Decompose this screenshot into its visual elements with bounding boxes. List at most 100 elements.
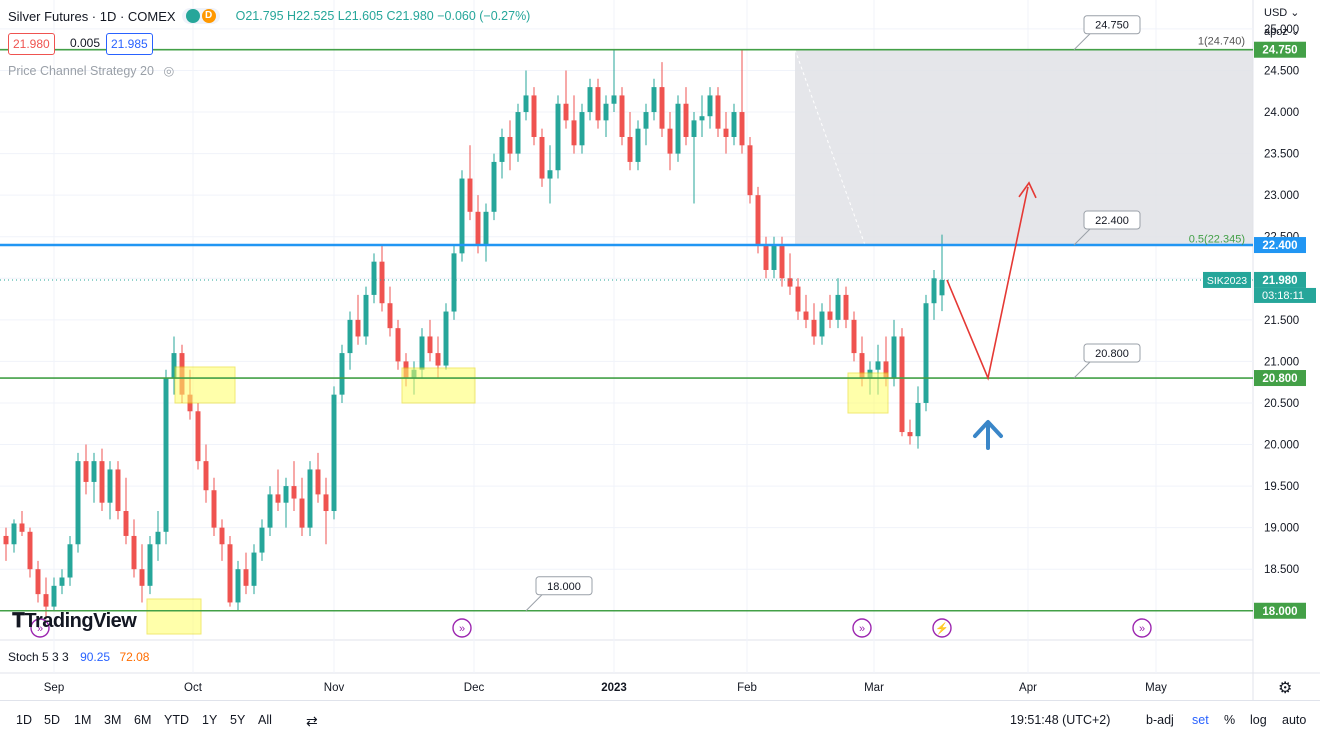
scale-mode-selector[interactable]: apoz ⌄ [1264, 26, 1301, 38]
callout-leader [1073, 33, 1091, 51]
range-1m[interactable]: 1M [74, 713, 92, 727]
candle-body [443, 311, 449, 366]
symbol-header: Silver Futures · 1D · COMEX D O21.795 H2… [8, 8, 530, 24]
callout-box [535, 576, 593, 596]
candle-body [363, 294, 369, 337]
countdown-label: 03:18:11 [1262, 290, 1304, 302]
delayed-data-icon: D [201, 9, 216, 23]
candle-body [899, 336, 905, 433]
callout-label: 22.400 [1095, 215, 1129, 227]
stoch-legend[interactable]: Stoch 5 3 3 90.25 72.08 [8, 650, 149, 664]
candle-body [699, 116, 705, 121]
x-tick-label: Apr [1019, 682, 1037, 694]
candle-body [523, 95, 529, 113]
range-ytd[interactable]: YTD [164, 713, 189, 727]
symbol-badge-label: SIK2023 [1207, 275, 1247, 287]
clock-time[interactable]: 19:51:48 (UTC+2) [1010, 713, 1111, 727]
set-toggle[interactable]: set [1192, 713, 1209, 727]
sell-price-button[interactable]: 21.980 [8, 33, 55, 55]
candle-body [267, 494, 273, 528]
candle-body [243, 569, 249, 586]
x-tick-label: May [1145, 682, 1167, 694]
strategy-legend[interactable]: Price Channel Strategy 20 ◎ [8, 63, 174, 78]
x-tick-label: Nov [324, 682, 345, 694]
range-5y[interactable]: 5Y [230, 713, 246, 727]
event-marker-glyph: » [459, 623, 465, 635]
callout-box [1083, 210, 1141, 230]
log-toggle[interactable]: log [1250, 713, 1267, 727]
market-status[interactable]: D [181, 8, 220, 24]
candle-body [835, 294, 841, 320]
candle-body [771, 245, 777, 270]
candle-body [19, 523, 25, 532]
candle-body [635, 128, 641, 162]
event-marker-icon [30, 618, 50, 638]
highlight-box [847, 372, 889, 414]
fib-label: 0.5(22.345) [1189, 234, 1245, 246]
candle-body [259, 527, 265, 553]
range-5d[interactable]: 5D [44, 713, 60, 727]
range-all[interactable]: All [258, 713, 272, 727]
y-tick-label: 24.000 [1264, 107, 1299, 119]
b-adj-toggle[interactable]: b-adj [1146, 713, 1174, 727]
tradingview-logo[interactable]: 𝐓TradingView [12, 608, 137, 632]
highlight-box [174, 366, 236, 404]
goto-date-icon[interactable]: ⇄ [306, 713, 318, 729]
x-tick-label: Feb [737, 682, 757, 694]
candle-body [683, 103, 689, 137]
candle-body [475, 211, 481, 246]
candle-body [59, 577, 65, 586]
candle-body [763, 245, 769, 270]
range-6m[interactable]: 6M [134, 713, 152, 727]
candle-body [155, 531, 161, 545]
change-value: −0.060 (−0.27%) [437, 9, 531, 23]
y-tick-label: 23.500 [1264, 149, 1299, 161]
event-marker-icon [932, 618, 952, 638]
x-tick-label: Mar [864, 682, 884, 694]
candle-body [235, 569, 241, 603]
settings-gear-icon[interactable]: ⚙ [1278, 680, 1293, 697]
candle-body [427, 336, 433, 354]
y-tick-label: 23.000 [1264, 190, 1299, 202]
currency-selector[interactable]: USD ⌄ [1264, 7, 1300, 19]
candle-body [67, 544, 73, 578]
candle-body [419, 336, 425, 370]
bottom-toolbar: 1D 5D 1M 3M 6M YTD 1Y 5Y All ⇄ 19:51:48 … [0, 700, 1320, 741]
price-badge-label: 18.000 [1262, 606, 1297, 618]
callout-leader [1073, 361, 1091, 379]
y-tick-label: 18.500 [1264, 564, 1299, 576]
candle-body [755, 195, 761, 246]
auto-toggle[interactable]: auto [1282, 713, 1307, 727]
range-1y[interactable]: 1Y [202, 713, 218, 727]
event-marker-glyph: » [859, 623, 865, 635]
candle-body [355, 319, 361, 337]
range-1d[interactable]: 1D [16, 713, 32, 727]
hide-eye-icon[interactable]: ◎ [163, 64, 175, 78]
market-open-icon [185, 9, 200, 23]
buy-price-button[interactable]: 21.985 [106, 33, 153, 55]
event-marker-glyph: » [1139, 623, 1145, 635]
price-chart[interactable]: Sep Oct Nov Dec 2023 Feb Mar Apr May 18.000 18.500… [0, 0, 1320, 700]
candle-body [483, 211, 489, 246]
event-marker-glyph: ⚡ [935, 622, 949, 635]
candle-body [83, 461, 89, 482]
candle-body [603, 103, 609, 121]
x-tick-label: Sep [44, 682, 64, 694]
candle-body [859, 353, 865, 379]
x-tick-label: Dec [464, 682, 485, 694]
range-3m[interactable]: 3M [104, 713, 122, 727]
callout-box [1083, 343, 1141, 363]
symbol-title[interactable]: Silver Futures · 1D · COMEX [8, 8, 176, 24]
y-tick-label: 19.500 [1264, 481, 1299, 493]
percent-toggle[interactable]: % [1224, 713, 1236, 727]
callout-label: 18.000 [547, 581, 581, 593]
countdown-badge [1254, 287, 1316, 303]
candle-body [531, 95, 537, 137]
candle-body [675, 103, 681, 154]
candle-body [643, 112, 649, 129]
y-tick-label: 21.000 [1264, 356, 1299, 368]
candle-body [787, 278, 793, 287]
event-marker-icon [852, 618, 872, 638]
candle-body [595, 87, 601, 121]
price-badge-label: 24.750 [1262, 45, 1297, 57]
